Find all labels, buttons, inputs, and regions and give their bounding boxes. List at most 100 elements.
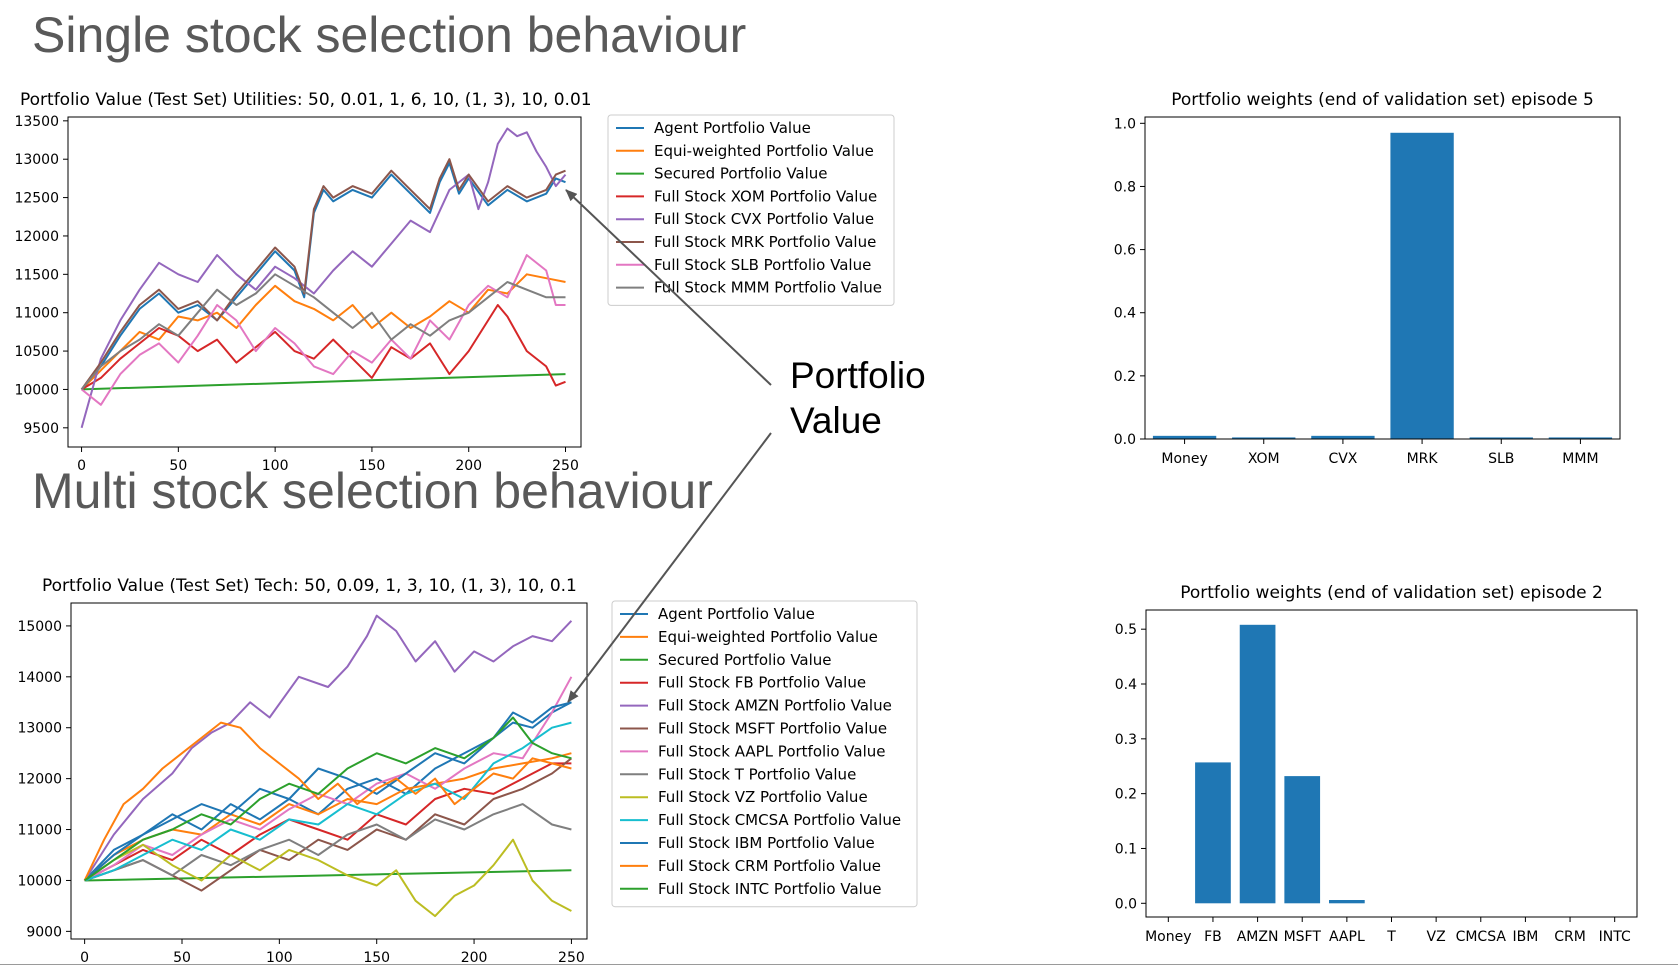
bar: [1152, 435, 1217, 439]
y-tick-label: 0.8: [1114, 179, 1136, 195]
y-tick-label: 10000: [17, 873, 62, 889]
x-tick-label: 50: [173, 950, 191, 966]
y-tick-label: 11500: [14, 267, 59, 283]
chart-title: Portfolio Value (Test Set) Tech: 50, 0.0…: [42, 576, 577, 596]
y-tick-label: 0.6: [1114, 243, 1136, 259]
x-tick-label: VZ: [1427, 929, 1446, 945]
y-tick-label: 9000: [26, 924, 62, 940]
x-tick-label: T: [1386, 929, 1396, 945]
series-group: [80, 127, 567, 429]
x-tick-label: 150: [359, 458, 386, 474]
bar: [1311, 435, 1375, 439]
heading-multi-stock: Multi stock selection behaviour: [32, 463, 713, 519]
series-line: [84, 716, 572, 882]
x-tick-label: 200: [461, 950, 488, 966]
plot-frame: [67, 116, 582, 448]
series-line: [83, 614, 573, 882]
y-tick-label: 10000: [14, 382, 59, 398]
x-tick-label: INTC: [1599, 929, 1631, 945]
series-line: [83, 701, 572, 882]
series-line: [83, 721, 572, 881]
x-tick-label: 250: [552, 458, 579, 474]
annotation-portfolio: Portfolio: [790, 355, 926, 396]
series-line: [80, 273, 566, 391]
bar: [1284, 776, 1321, 904]
y-tick-label: 13000: [14, 152, 59, 168]
legend-label: Full Stock IBM Portfolio Value: [658, 834, 875, 852]
legend-label: Full Stock CVX Portfolio Value: [654, 210, 874, 228]
legend-label: Equi-weighted Portfolio Value: [658, 628, 878, 646]
chart-1: Portfolio Value (Test Set) Utilities: 50…: [14, 90, 895, 474]
bar: [1195, 762, 1231, 904]
legend-label: Full Stock AAPL Portfolio Value: [658, 742, 885, 760]
series-line: [84, 838, 572, 918]
series-group: [83, 614, 573, 918]
x-tick-label: 0: [80, 950, 89, 966]
series-line: [84, 762, 572, 882]
x-tick-label: FB: [1204, 929, 1222, 945]
plot-frame: [70, 602, 588, 940]
annotation-value: Value: [790, 400, 882, 441]
legend-label: Full Stock VZ Portfolio Value: [658, 788, 868, 806]
x-tick-label: 100: [262, 458, 289, 474]
y-tick-label: 11000: [14, 306, 59, 322]
heading-single-stock: Single stock selection behaviour: [32, 7, 747, 63]
legend-label: Full Stock CRM Portfolio Value: [658, 857, 881, 875]
series-line: [80, 273, 566, 391]
x-tick-label: XOM: [1248, 451, 1280, 467]
legend-label: Secured Portfolio Value: [658, 651, 832, 669]
legend-label: Full Stock FB Portfolio Value: [658, 674, 866, 692]
legend-label: Full Stock T Portfolio Value: [658, 765, 856, 783]
y-tick-label: 15000: [17, 619, 62, 635]
legend-label: Equi-weighted Portfolio Value: [654, 142, 874, 160]
chart-title: Portfolio weights (end of validation set…: [1171, 90, 1594, 110]
y-tick-label: 0.5: [1115, 622, 1137, 638]
arrow-to-single-chart: [565, 189, 772, 386]
x-tick-label: CRM: [1554, 929, 1586, 945]
y-tick-label: 13500: [14, 114, 59, 130]
y-tick-label: 0.2: [1114, 369, 1136, 385]
legend-box: [607, 114, 895, 306]
x-tick-label: MSFT: [1284, 929, 1322, 945]
bottom-divider: [0, 964, 1678, 965]
y-tick-label: 12500: [14, 191, 59, 207]
legend-label: Full Stock XOM Portfolio Value: [654, 187, 877, 205]
legend-label: Secured Portfolio Value: [654, 165, 828, 183]
x-tick-label: MRK: [1407, 451, 1439, 467]
series-line: [81, 373, 566, 391]
x-tick-label: 50: [169, 458, 187, 474]
y-tick-label: 0.4: [1114, 306, 1136, 322]
y-tick-label: 1.0: [1114, 116, 1136, 132]
bar: [1329, 900, 1365, 904]
bar: [1239, 624, 1276, 904]
x-tick-label: Money: [1161, 451, 1207, 467]
y-tick-label: 12000: [17, 772, 62, 788]
y-tick-label: 14000: [17, 670, 62, 686]
y-tick-label: 0.4: [1115, 677, 1137, 693]
arrow-to-multi-chart: [567, 432, 772, 703]
series-line: [84, 803, 572, 882]
series-line: [84, 869, 572, 882]
chart-title: Portfolio weights (end of validation set…: [1180, 583, 1603, 603]
y-tick-label: 0.2: [1115, 787, 1137, 803]
y-tick-label: 13000: [17, 721, 62, 737]
x-tick-label: Money: [1145, 929, 1191, 945]
y-tick-label: 0.1: [1115, 841, 1137, 857]
x-tick-label: 200: [455, 458, 482, 474]
series-line: [84, 676, 573, 882]
y-tick-label: 0.3: [1115, 732, 1137, 748]
legend-label: Full Stock MSFT Portfolio Value: [658, 720, 887, 738]
x-tick-label: AMZN: [1237, 929, 1279, 945]
x-tick-label: 0: [77, 458, 86, 474]
chart-2: Portfolio weights (end of validation set…: [1114, 90, 1621, 467]
bar: [1390, 132, 1454, 440]
x-tick-label: IBM: [1513, 929, 1539, 945]
legend-box: [611, 600, 918, 908]
bar: [1469, 437, 1533, 439]
y-tick-label: 0.0: [1114, 432, 1136, 448]
x-tick-label: AAPL: [1329, 929, 1365, 945]
x-tick-label: CVX: [1328, 451, 1357, 467]
series-line: [81, 304, 566, 391]
legend-label: Agent Portfolio Value: [654, 119, 811, 137]
